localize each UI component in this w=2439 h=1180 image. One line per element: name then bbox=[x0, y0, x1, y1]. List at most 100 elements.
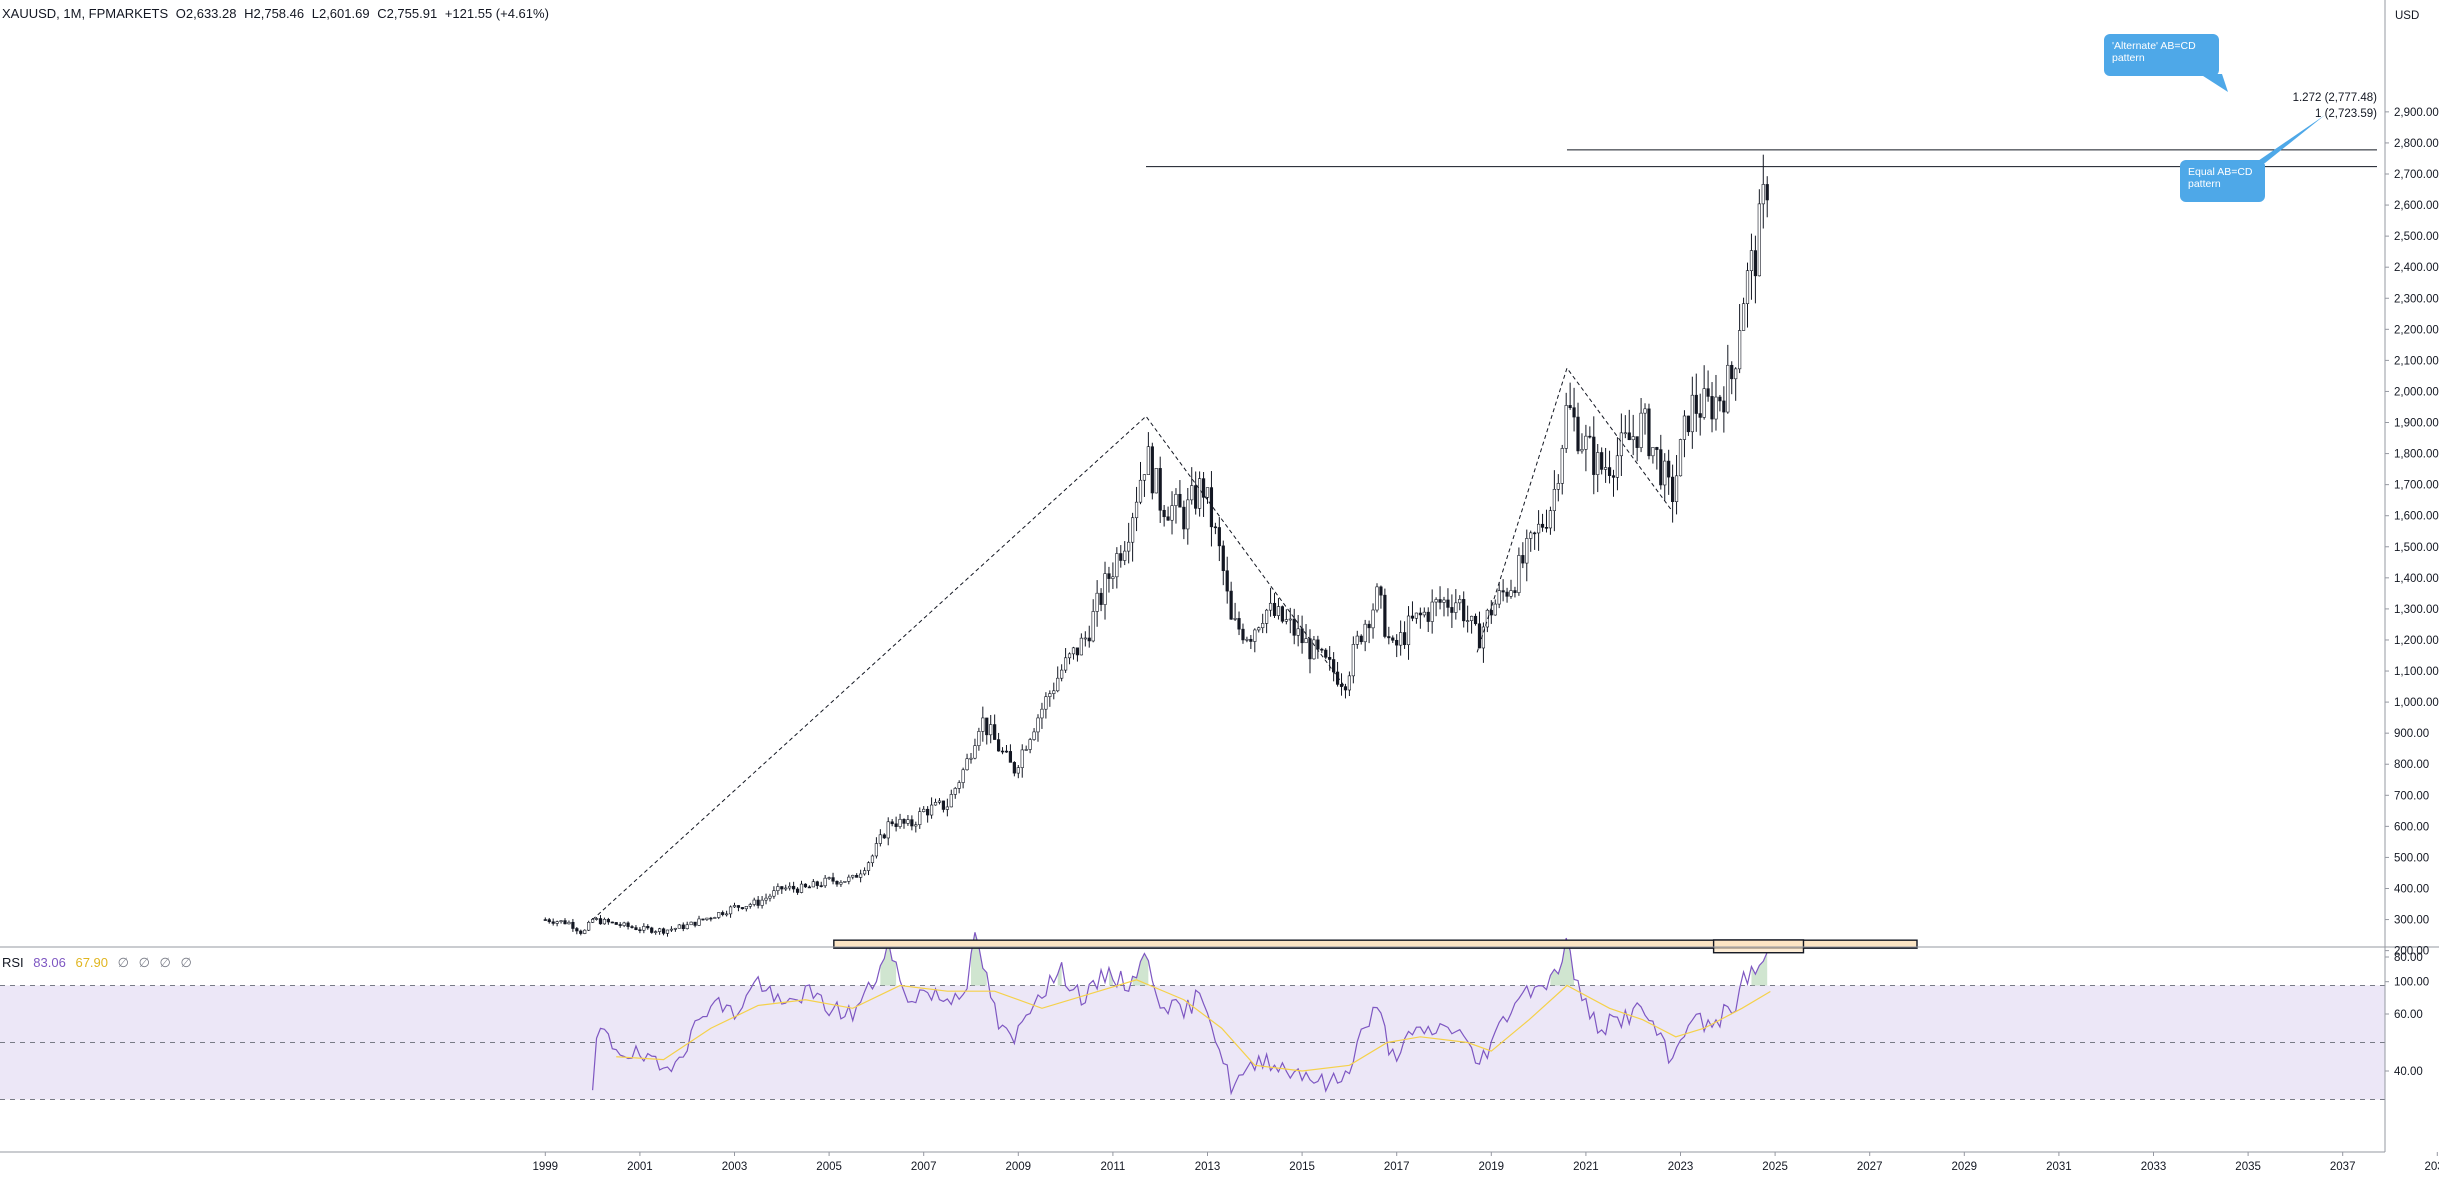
candle-body bbox=[1162, 509, 1166, 518]
time-tick-label: 2031 bbox=[2046, 1161, 2072, 1173]
candle-body bbox=[1647, 408, 1651, 457]
rsi-label[interactable]: RSI bbox=[2, 955, 24, 970]
candle-body bbox=[1355, 635, 1359, 645]
candle-body bbox=[1533, 532, 1537, 535]
time-tick-label: 2021 bbox=[1573, 1161, 1599, 1173]
candle-body bbox=[914, 824, 918, 827]
candle-body bbox=[851, 875, 855, 878]
candle-body bbox=[1265, 609, 1269, 624]
candle-body bbox=[811, 881, 815, 888]
rsi-resistance-zone[interactable] bbox=[833, 939, 1918, 949]
candle-body bbox=[1517, 555, 1521, 593]
close-value: C2,755.91 bbox=[377, 6, 438, 21]
candle-body bbox=[1272, 602, 1277, 616]
rsi-header: RSI 83.06 67.90 ∅ ∅ ∅ ∅ bbox=[2, 955, 198, 971]
candle-body bbox=[1540, 523, 1545, 528]
candle-body bbox=[1674, 475, 1679, 502]
time-tick-label: 2007 bbox=[911, 1161, 937, 1173]
price-tick-label: 400.00 bbox=[2394, 883, 2429, 895]
candle-body bbox=[1706, 388, 1710, 397]
candle-body bbox=[1604, 467, 1608, 470]
symbol-label[interactable]: XAUUSD, 1M, FPMARKETS bbox=[2, 6, 169, 21]
candle-body bbox=[1213, 526, 1217, 529]
candle-body bbox=[1544, 527, 1549, 529]
candle-body bbox=[650, 927, 654, 933]
candle-body bbox=[1004, 750, 1009, 753]
candle-body bbox=[949, 794, 953, 808]
candle-body bbox=[910, 819, 914, 827]
candle-body bbox=[1694, 394, 1698, 414]
candle-body bbox=[1036, 717, 1040, 733]
candle-body bbox=[1245, 638, 1249, 641]
time-tick-label: 2023 bbox=[1668, 1161, 1694, 1173]
candle-body bbox=[1253, 629, 1257, 642]
candle-body bbox=[1513, 590, 1517, 593]
candle-body bbox=[1194, 485, 1198, 509]
abcd-pattern-0 bbox=[592, 415, 1346, 920]
candle-body bbox=[760, 899, 764, 906]
candle-body bbox=[878, 834, 882, 844]
candle-body bbox=[1596, 452, 1600, 475]
candle-body bbox=[563, 920, 567, 925]
price-tick-label: 500.00 bbox=[2394, 852, 2429, 864]
candle-body bbox=[1371, 609, 1375, 629]
candle-body bbox=[866, 862, 871, 871]
price-tick-label: 1,100.00 bbox=[2394, 666, 2439, 678]
candle-body bbox=[1052, 690, 1056, 694]
candle-body bbox=[926, 808, 930, 816]
candle-body bbox=[1044, 696, 1048, 710]
candle-body bbox=[1178, 493, 1182, 508]
candle-body bbox=[1103, 573, 1107, 605]
equal-abcd-callout[interactable]: Equal AB=CD pattern bbox=[2180, 160, 2265, 202]
candle-body bbox=[1387, 636, 1391, 639]
price-tick-label: 1,800.00 bbox=[2394, 449, 2439, 461]
open-value: O2,633.28 bbox=[175, 6, 237, 21]
overbought-fill bbox=[1751, 952, 1768, 986]
candle-body bbox=[1576, 416, 1580, 452]
price-tick-label: 2,900.00 bbox=[2394, 107, 2439, 119]
time-tick-label: 2035 bbox=[2235, 1161, 2261, 1173]
candle-body bbox=[1296, 628, 1300, 636]
time-tick-label: 2017 bbox=[1384, 1161, 1410, 1173]
price-pane[interactable] bbox=[543, 74, 2377, 937]
candle-body bbox=[1288, 618, 1292, 621]
candle-body bbox=[1686, 415, 1690, 433]
candle-body bbox=[732, 905, 737, 908]
candle-body bbox=[1308, 638, 1312, 660]
candle-body bbox=[1592, 436, 1596, 475]
candle-body bbox=[859, 873, 863, 878]
candle-body bbox=[1150, 446, 1154, 494]
candle-body bbox=[1718, 396, 1722, 402]
rsi-pane[interactable] bbox=[0, 932, 2385, 1100]
candle-body bbox=[1237, 618, 1241, 630]
rsi-extra-0: ∅ bbox=[117, 955, 129, 970]
candle-body bbox=[1032, 731, 1036, 740]
low-value: L2,601.69 bbox=[311, 6, 370, 21]
candle-body bbox=[1611, 475, 1616, 478]
candle-body bbox=[1635, 436, 1639, 448]
candle-body bbox=[1000, 750, 1005, 753]
candle-body bbox=[756, 899, 760, 906]
candle-body bbox=[835, 880, 839, 885]
alternate-abcd-callout[interactable]: 'Alternate' AB=CD pattern bbox=[2104, 34, 2219, 76]
candle-body bbox=[815, 881, 819, 886]
candle-body bbox=[1205, 487, 1210, 498]
candle-body bbox=[981, 717, 985, 732]
candle-body bbox=[989, 724, 993, 736]
candle-body bbox=[1131, 517, 1135, 543]
candle-body bbox=[1469, 615, 1474, 621]
candle-body bbox=[665, 929, 670, 934]
candle-body bbox=[1406, 615, 1411, 646]
candle-body bbox=[1655, 447, 1659, 450]
candle-body bbox=[1276, 606, 1281, 616]
candle-body bbox=[1584, 435, 1588, 450]
candle-body bbox=[1671, 476, 1675, 502]
rsi-highlight-box[interactable] bbox=[1712, 939, 1805, 954]
price-tick-label: 1,200.00 bbox=[2394, 635, 2439, 647]
candle-body bbox=[1115, 553, 1119, 578]
candle-body bbox=[1473, 615, 1478, 625]
candle-body bbox=[1730, 364, 1734, 380]
candle-body bbox=[772, 890, 776, 897]
candle-body bbox=[575, 928, 579, 932]
